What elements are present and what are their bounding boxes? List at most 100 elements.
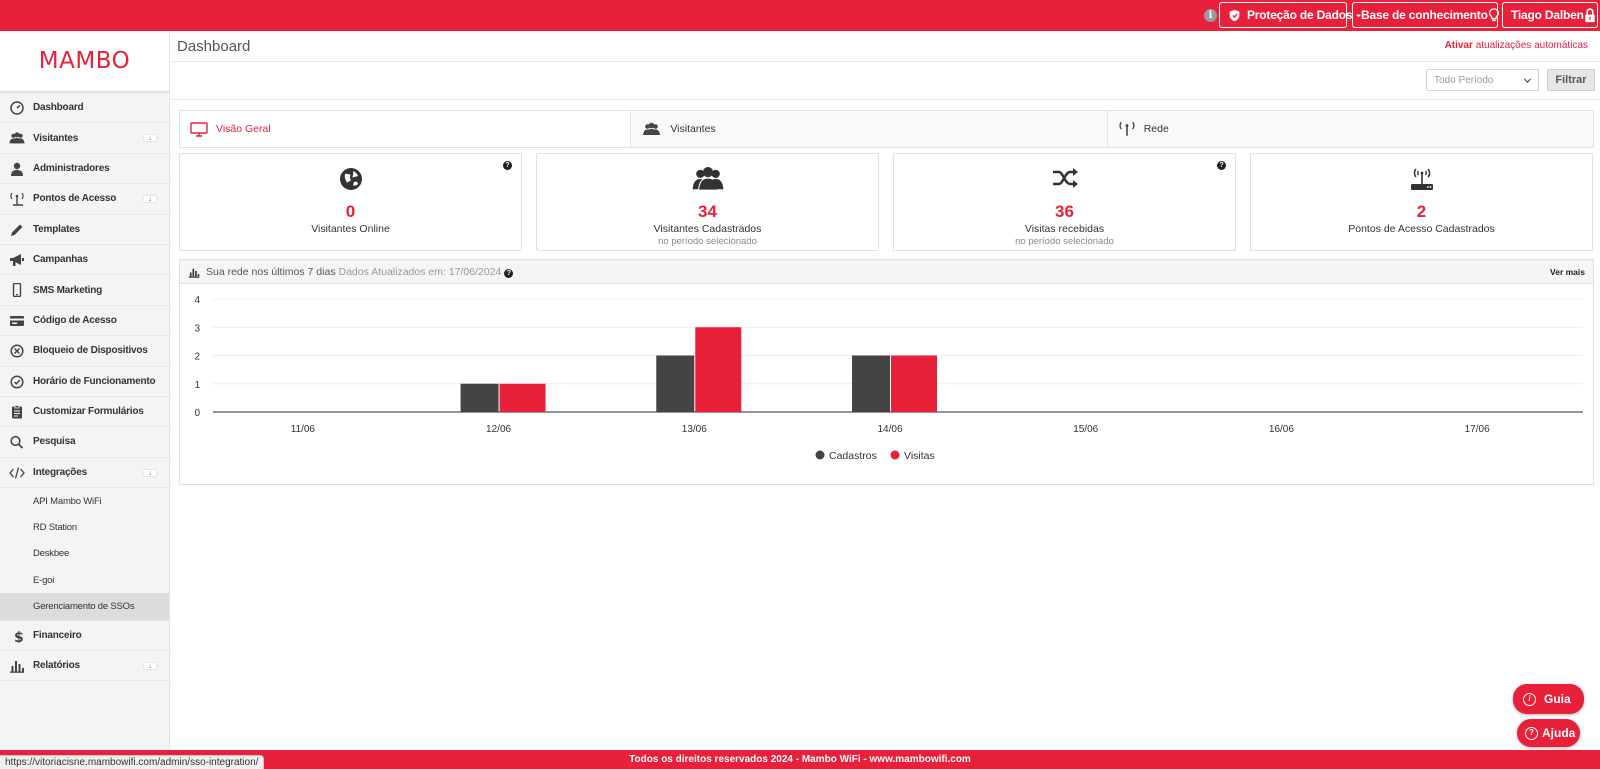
shuffle-icon — [1052, 168, 1078, 188]
tab-rede[interactable]: Rede — [1108, 111, 1593, 147]
sidebar-item-codigo-acesso[interactable]: Código de Acesso — [0, 306, 169, 337]
help-icon[interactable]: ? — [1217, 161, 1226, 170]
filter-bar: Todo Período Filtrar — [171, 62, 1600, 100]
tab-visitantes[interactable]: Visitantes — [631, 111, 1108, 147]
bar-cadastros — [852, 355, 890, 412]
sidebar-subitem-sso[interactable]: Gerenciamento de SSOs — [0, 593, 169, 620]
info-circle-icon: i — [1523, 692, 1536, 706]
y-tick-label: 2 — [194, 352, 200, 363]
users-icon — [9, 132, 25, 144]
auto-update-link[interactable]: Ativar atualizações automáticas — [1445, 40, 1588, 51]
bar-visitas — [695, 327, 742, 412]
x-tick-label: 11/06 — [291, 424, 316, 435]
router-icon — [1410, 168, 1433, 190]
card-sublabel: no período selecionado — [658, 236, 757, 247]
users-icon — [643, 122, 661, 135]
monitor-icon — [190, 121, 208, 137]
sidebar-item-relatorios[interactable]: Relatórios ↓ — [0, 651, 169, 682]
dashboard-tabs: Visão Geral Visitantes Rede — [179, 110, 1594, 148]
user-menu-button[interactable]: Tiago Dalben — [1502, 2, 1598, 28]
dashboard-icon — [10, 101, 24, 115]
clipboard-icon — [12, 405, 22, 419]
card-label: Pontos de Acesso Cadastrados — [1348, 223, 1495, 235]
sidebar-subitem-api-mambo[interactable]: API Mambo WiFi — [33, 495, 102, 507]
filter-button[interactable]: Filtrar — [1547, 69, 1595, 91]
tab-visao-geral[interactable]: Visão Geral — [180, 111, 632, 147]
bar-chart: 0 1 2 3 4 11/06 12/06 13/06 14/06 15/06 16/06 17/06… — [194, 295, 1583, 462]
x-tick-label: 12/06 — [486, 424, 511, 435]
users-icon — [692, 167, 723, 191]
sidebar-item-label: Integrações — [33, 466, 87, 478]
sidebar-item-financeiro[interactable]: $ Financeiro — [0, 621, 169, 651]
ajuda-label: Ajuda — [1542, 726, 1576, 740]
sidebar-item-label: Bloqueio de Dispositivos — [33, 345, 148, 357]
info-icon[interactable]: i — [1204, 9, 1217, 22]
sidebar-item-label: Pesquisa — [33, 436, 76, 448]
sidebar-item-dashboard[interactable]: Dashboard — [0, 93, 169, 124]
sidebar-nav-bottom: $ Financeiro Relatórios ↓ — [0, 621, 169, 682]
card-visitantes-online: ? 0 Visitantes Online — [179, 153, 522, 251]
sidebar-item-customizar-formularios[interactable]: Customizar Formulários — [0, 397, 169, 428]
period-select[interactable]: Todo Período — [1426, 69, 1539, 91]
tab-label: Visitantes — [670, 123, 716, 135]
sidebar-item-administradores[interactable]: Administradores — [0, 154, 169, 185]
sidebar-item-pontos-acesso[interactable]: Pontos de Acesso ↓ — [0, 184, 169, 215]
card-visitantes-cadastrados: 34 Visitantes Cadastrados no período sel… — [536, 153, 879, 251]
expand-arrow-icon[interactable]: ↓ — [143, 468, 157, 477]
footer: Todos os direitos reservados 2024 - Mamb… — [0, 750, 1600, 769]
base-conhecimento-label: Base de conhecimento — [1361, 8, 1488, 22]
sidebar-item-sms-marketing[interactable]: SMS Marketing — [0, 275, 169, 306]
card-icon — [10, 315, 24, 326]
ver-mais-link[interactable]: Ver mais — [1550, 267, 1585, 277]
bar-visitas — [499, 383, 546, 412]
legend-swatch — [815, 450, 825, 460]
card-label: Visitantes Cadastrados — [653, 223, 762, 235]
stat-cards: ? 0 Visitantes Online 34 Visitantes Cada… — [179, 153, 1594, 251]
expand-arrow-icon[interactable]: ↓ — [143, 661, 157, 670]
sidebar-item-label: Código de Acesso — [33, 314, 117, 326]
sidebar-subitem-deskbee[interactable]: Deskbee — [33, 548, 70, 560]
base-conhecimento-button[interactable]: Base de conhecimento — [1352, 2, 1499, 28]
bar-cadastros — [656, 355, 695, 412]
sidebar-item-label: Administradores — [33, 162, 110, 174]
question-circle-icon: ? — [1525, 726, 1538, 740]
help-icon[interactable]: ? — [504, 269, 514, 278]
expand-arrow-icon[interactable]: ↓ — [143, 134, 157, 143]
sidebar-item-campanhas[interactable]: Campanhas — [0, 245, 169, 276]
card-sublabel: no período selecionado — [1015, 236, 1114, 247]
expand-arrow-icon[interactable]: ↓ — [143, 195, 157, 204]
user-icon — [11, 162, 23, 176]
y-tick-label: 3 — [194, 323, 200, 334]
megaphone-icon — [10, 253, 24, 266]
card-value: 34 — [698, 202, 717, 221]
x-tick-label: 13/06 — [682, 424, 707, 435]
sidebar-item-horario-funcionamento[interactable]: Horário de Funcionamento — [0, 367, 169, 397]
chart-updated-text: Dados Atualizados em: 17/06/2024 — [338, 266, 502, 278]
sidebar-item-pesquisa[interactable]: Pesquisa — [0, 427, 169, 458]
legend-swatch — [890, 450, 900, 460]
sidebar-item-visitantes[interactable]: Visitantes ↓ — [0, 123, 169, 154]
card-value: 2 — [1416, 202, 1427, 221]
svg-text:$: $ — [14, 630, 24, 643]
sidebar-item-label: Relatórios — [33, 660, 80, 672]
block-icon — [10, 344, 24, 358]
protecao-dados-button[interactable]: Proteção de Dados — [1219, 2, 1362, 28]
sidebar-item-label: SMS Marketing — [33, 284, 103, 296]
antenna-icon — [10, 192, 24, 206]
lock-icon — [1585, 7, 1595, 22]
bar-visitas — [891, 355, 937, 412]
x-tick-label: 16/06 — [1269, 424, 1294, 435]
sidebar-item-integracoes[interactable]: Integrações ↓ — [0, 458, 169, 489]
guia-button[interactable]: i Guia — [1513, 684, 1584, 714]
help-icon[interactable]: ? — [503, 161, 512, 170]
tab-label: Rede — [1143, 123, 1169, 135]
protecao-dados-label: Proteção de Dados — [1247, 8, 1353, 22]
sidebar-subitem-egoi[interactable]: E-goi — [33, 574, 55, 586]
sidebar-item-templates[interactable]: Templates — [0, 215, 169, 245]
logo[interactable]: MAMBO — [0, 31, 169, 93]
legend-label: Visitas — [904, 450, 935, 462]
caret-down-icon — [1356, 14, 1362, 17]
sidebar-subitem-rd-station[interactable]: RD Station — [33, 522, 77, 534]
sidebar-item-bloqueio-dispositivos[interactable]: Bloqueio de Dispositivos — [0, 336, 169, 367]
ajuda-button[interactable]: ? Ajuda — [1517, 719, 1580, 747]
